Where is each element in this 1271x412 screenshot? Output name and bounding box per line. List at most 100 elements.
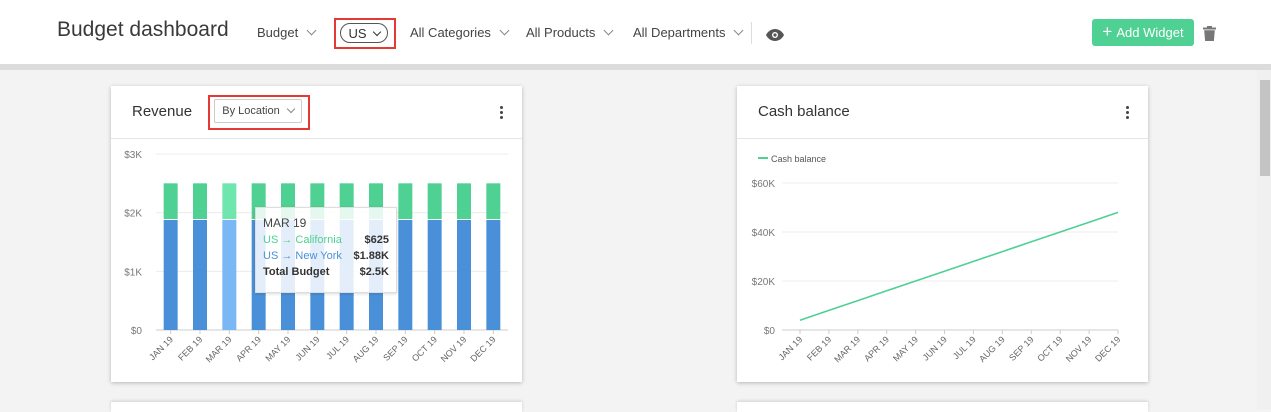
budget-filter[interactable]: Budget — [257, 25, 317, 40]
chart-tooltip: MAR 19 US → California $625 US → New Yor… — [255, 207, 397, 293]
y-tick-label: $3K — [124, 150, 142, 161]
tooltip-row-total: Total Budget $2.5K — [263, 266, 389, 278]
chevron-down-icon — [372, 27, 381, 36]
bar-segment-california[interactable] — [163, 183, 178, 219]
top-bar: Budget dashboard Budget US All Categorie… — [0, 0, 1271, 70]
tooltip-value: $625 — [364, 234, 389, 246]
x-tick-label: JAN 19 — [147, 334, 175, 362]
chevron-down-icon — [603, 25, 614, 36]
group-by-highlight — [208, 95, 310, 130]
bar-segment-california[interactable] — [398, 183, 413, 219]
x-tick-label: SEP 19 — [1007, 334, 1036, 363]
x-tick-label: FEB 19 — [805, 334, 833, 362]
next-widget — [737, 402, 1148, 412]
products-filter[interactable]: All Products — [526, 25, 614, 40]
chevron-down-icon — [734, 25, 744, 36]
legend-label: Cash balance — [771, 154, 826, 164]
bar-segment-new-york[interactable] — [163, 220, 178, 330]
series-line-cash-balance[interactable] — [799, 211, 1119, 321]
bar-segment-california[interactable] — [193, 183, 207, 219]
y-tick-label: $40K — [752, 228, 776, 239]
group-by-dropdown[interactable]: By Location — [214, 99, 302, 123]
x-tick-label: MAY 19 — [263, 334, 292, 363]
revenue-widget-header: Revenue By Location — [111, 86, 522, 139]
group-by-label: By Location — [222, 105, 280, 117]
categories-filter-label: All Categories — [410, 25, 491, 40]
country-filter-highlight — [334, 18, 396, 49]
y-tick-label: $0 — [764, 326, 776, 337]
eye-icon[interactable] — [766, 28, 784, 46]
x-tick-label: APR 19 — [862, 334, 891, 363]
trash-icon[interactable] — [1203, 26, 1216, 46]
x-tick-label: DEC 19 — [468, 334, 497, 363]
chevron-down-icon — [286, 104, 295, 114]
x-tick-label: MAY 19 — [891, 334, 920, 363]
bar-segment-california[interactable] — [222, 183, 237, 219]
scrollbar-thumb[interactable] — [1260, 80, 1270, 176]
bar-segment-california[interactable] — [457, 183, 471, 219]
x-tick-label: FEB 19 — [176, 334, 204, 362]
x-tick-label: NOV 19 — [439, 334, 469, 364]
departments-filter[interactable]: All Departments — [633, 25, 744, 40]
x-tick-label: JUL 19 — [324, 334, 351, 361]
x-tick-label: JUL 19 — [951, 334, 978, 361]
y-tick-label: $20K — [752, 277, 776, 288]
bar-segment-new-york[interactable] — [398, 220, 413, 330]
country-filter[interactable]: US — [340, 23, 388, 43]
next-widget — [111, 402, 522, 412]
x-tick-label: AUG 19 — [977, 334, 1007, 364]
x-tick-label: AUG 19 — [351, 334, 381, 364]
x-tick-label: OCT 19 — [1035, 334, 1064, 363]
add-widget-label: Add Widget — [1116, 25, 1184, 40]
x-tick-label: JUN 19 — [921, 334, 949, 362]
revenue-title: Revenue — [132, 103, 193, 120]
y-tick-label: $60K — [752, 179, 776, 190]
products-filter-label: All Products — [526, 25, 596, 40]
tooltip-label: US → California — [263, 234, 342, 246]
plus-icon: + — [1102, 22, 1113, 41]
bar-segment-new-york[interactable] — [222, 220, 237, 330]
bar-segment-new-york[interactable] — [486, 220, 501, 330]
x-tick-label: MAR 19 — [204, 334, 234, 364]
x-tick-label: APR 19 — [234, 334, 263, 363]
departments-filter-label: All Departments — [633, 25, 726, 40]
tooltip-row-california: US → California $625 — [263, 234, 389, 246]
divider — [751, 22, 752, 44]
tooltip-month: MAR 19 — [263, 216, 307, 230]
cash-balance-header: Cash balance — [737, 86, 1148, 139]
budget-filter-label: Budget — [257, 25, 299, 40]
bar-segment-california[interactable] — [486, 183, 501, 219]
chevron-down-icon — [306, 25, 317, 36]
tooltip-value: $1.88K — [353, 250, 389, 262]
chevron-down-icon — [499, 25, 510, 36]
kebab-icon[interactable] — [1126, 106, 1129, 121]
bar-segment-new-york[interactable] — [193, 220, 207, 330]
country-filter-label: US — [348, 25, 367, 41]
tooltip-row-new-york: US → New York $1.88K — [263, 250, 389, 262]
tooltip-total-label: Total Budget — [263, 266, 330, 278]
y-tick-label: $0 — [131, 326, 143, 337]
bar-segment-california[interactable] — [427, 183, 442, 219]
kebab-icon[interactable] — [500, 106, 503, 121]
tooltip-total-value: $2.5K — [359, 266, 389, 278]
categories-filter[interactable]: All Categories — [410, 25, 510, 40]
y-tick-label: $1K — [124, 267, 142, 278]
cash-balance-title: Cash balance — [758, 103, 850, 120]
add-widget-button[interactable]: + Add Widget — [1092, 19, 1194, 46]
bar-segment-new-york[interactable] — [457, 220, 471, 330]
x-tick-label: NOV 19 — [1064, 334, 1094, 364]
bar-segment-new-york[interactable] — [427, 220, 442, 330]
y-tick-label: $2K — [124, 209, 142, 220]
x-tick-label: OCT 19 — [410, 334, 439, 363]
x-tick-label: JUN 19 — [293, 334, 321, 362]
x-tick-label: JAN 19 — [776, 334, 804, 362]
tooltip-label: US → New York — [263, 250, 342, 262]
x-tick-label: MAR 19 — [832, 334, 862, 364]
x-tick-label: SEP 19 — [381, 334, 410, 363]
x-tick-label: DEC 19 — [1093, 334, 1122, 363]
cash-balance-widget: Cash balance Cash balance $0 $20K $40K $60K J… — [737, 86, 1148, 382]
revenue-widget: Revenue By Location $0 $1K $2K $3K JAN 19 FEB… — [111, 86, 522, 382]
page-title: Budget dashboard — [57, 18, 229, 41]
